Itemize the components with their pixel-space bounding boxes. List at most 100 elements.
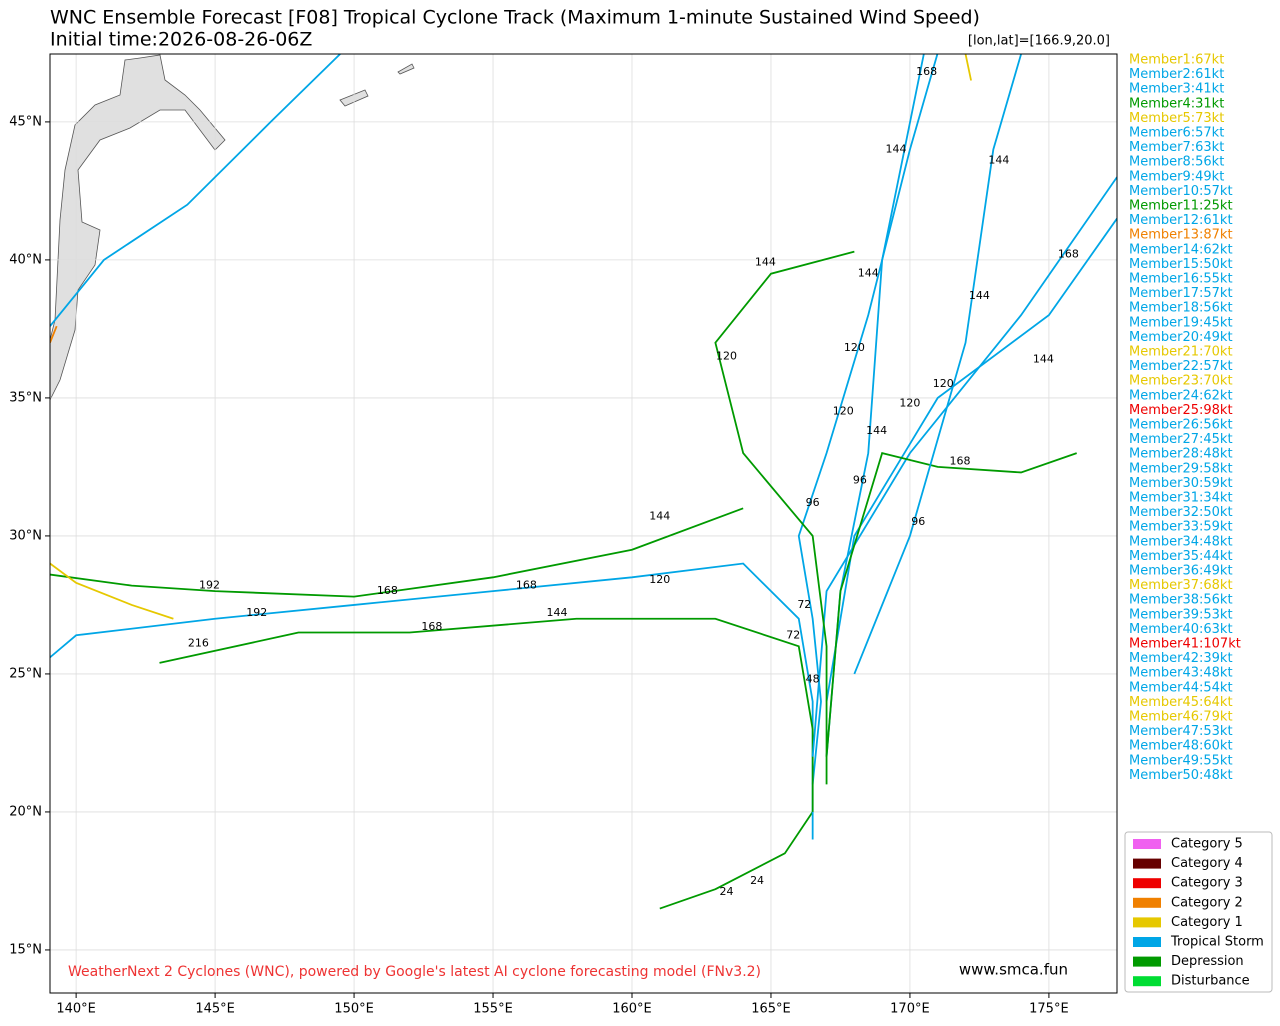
member-label: Member21:70kt	[1129, 345, 1233, 360]
legend-swatch	[1133, 878, 1161, 889]
hour-label: 120	[716, 350, 737, 363]
legend-swatch	[1133, 839, 1161, 849]
y-tick-label: 45°N	[9, 114, 42, 129]
track	[964, 54, 972, 81]
hour-label: 144	[755, 256, 776, 269]
member-label: Member44:54kt	[1129, 680, 1233, 695]
hour-label: 144	[546, 606, 567, 619]
hour-label: 144	[858, 267, 879, 280]
member-label: Member9:49kt	[1129, 169, 1224, 184]
member-label: Member12:61kt	[1129, 213, 1233, 228]
member-label: Member19:45kt	[1129, 315, 1233, 330]
member-label: Member15:50kt	[1129, 257, 1233, 272]
track	[797, 54, 939, 840]
legend-label: Category 1	[1171, 915, 1243, 930]
track	[714, 250, 855, 785]
legend-label: Category 2	[1171, 895, 1243, 910]
member-label: Member14:62kt	[1129, 242, 1233, 257]
x-tick-label: 160°E	[612, 1002, 652, 1017]
hour-label: 120	[833, 405, 854, 418]
member-label: Member6:57kt	[1129, 126, 1224, 141]
legend-label: Depression	[1171, 954, 1244, 969]
member-label: Member2:61kt	[1129, 67, 1224, 82]
hour-label: 144	[866, 424, 887, 437]
hour-label: 144	[886, 143, 907, 156]
hour-label: 120	[649, 573, 670, 586]
x-tick-label: 140°E	[56, 1002, 96, 1017]
legend-label: Category 3	[1171, 876, 1243, 891]
member-label: Member4:31kt	[1129, 96, 1224, 111]
y-tick-label: 30°N	[9, 528, 42, 543]
member-label: Member25:98kt	[1129, 403, 1233, 418]
member-label: Member32:50kt	[1129, 505, 1233, 520]
member-label: Member17:57kt	[1129, 286, 1233, 301]
member-label: Member45:64kt	[1129, 695, 1233, 710]
member-label: Member47:53kt	[1129, 724, 1233, 739]
japan	[50, 54, 226, 401]
legend-swatch	[1133, 937, 1161, 947]
hour-label: 168	[916, 65, 937, 78]
member-label: Member41:107kt	[1129, 637, 1241, 652]
track	[825, 217, 1117, 702]
member-label: Member42:39kt	[1129, 651, 1233, 666]
credit: WeatherNext 2 Cyclones (WNC), powered by…	[68, 964, 761, 980]
track	[50, 562, 814, 785]
track	[825, 452, 1077, 757]
track	[50, 562, 174, 620]
hour-label: 144	[988, 154, 1009, 167]
member-label: Member5:73kt	[1129, 111, 1224, 126]
legend-swatch	[1133, 976, 1161, 987]
member-label: Member11:25kt	[1129, 199, 1233, 214]
x-tick-label: 145°E	[195, 1002, 235, 1017]
member-label: Member24:62kt	[1129, 388, 1233, 403]
member-label: Member50:48kt	[1129, 768, 1233, 783]
hour-label: 120	[899, 396, 920, 409]
member-label: Member13:87kt	[1129, 228, 1233, 243]
member-label: Member30:59kt	[1129, 476, 1233, 491]
hour-label: 72	[797, 598, 811, 611]
track	[659, 811, 814, 910]
hour-label: 144	[969, 289, 990, 302]
hour-label: 216	[188, 637, 209, 650]
frame	[49, 53, 1118, 994]
land	[50, 54, 415, 401]
member-label: Member35:44kt	[1129, 549, 1233, 564]
hour-label: 96	[911, 515, 925, 528]
hour-label: 24	[719, 885, 733, 898]
legend-label: Category 5	[1171, 837, 1243, 852]
hour-label: 192	[199, 579, 220, 592]
member-label: Member38:56kt	[1129, 593, 1233, 608]
y-tick-label: 15°N	[9, 942, 42, 957]
track	[50, 507, 744, 598]
member-label: Member23:70kt	[1129, 374, 1233, 389]
legend-swatch	[1133, 956, 1161, 967]
member-label: Member22:57kt	[1129, 359, 1233, 374]
member-label: Member31:34kt	[1129, 491, 1233, 506]
member-label: Member26:56kt	[1129, 418, 1233, 433]
legend-label: Disturbance	[1171, 974, 1250, 989]
y-tick-label: 35°N	[9, 390, 42, 405]
legend-swatch	[1133, 858, 1161, 869]
member-label: Member18:56kt	[1129, 301, 1233, 316]
x-tick-label: 175°E	[1029, 1002, 1069, 1017]
hour-label: 168	[516, 579, 537, 592]
member-label: Member1:67kt	[1129, 53, 1224, 68]
member-label: Member48:60kt	[1129, 739, 1233, 754]
hour-label: 192	[246, 606, 267, 619]
track	[159, 617, 814, 812]
hour-label: 168	[1058, 247, 1079, 260]
hour-label: 168	[377, 584, 398, 597]
hour-label: 144	[1033, 352, 1054, 365]
hour-label: 96	[853, 474, 867, 487]
hour-label: 168	[421, 620, 442, 633]
legend-label: Category 4	[1171, 856, 1243, 871]
website: www.smca.fun	[959, 961, 1068, 979]
coord-label: [lon,lat]=[166.9,20.0]	[968, 34, 1110, 49]
legend-label: Tropical Storm	[1170, 935, 1264, 950]
member-label: Member29:58kt	[1129, 461, 1233, 476]
member-label: Member28:48kt	[1129, 447, 1233, 462]
legend-swatch	[1133, 917, 1161, 928]
hour-label: 120	[844, 341, 865, 354]
legend-swatch	[1133, 897, 1161, 908]
x-tick-label: 165°E	[751, 1002, 791, 1017]
